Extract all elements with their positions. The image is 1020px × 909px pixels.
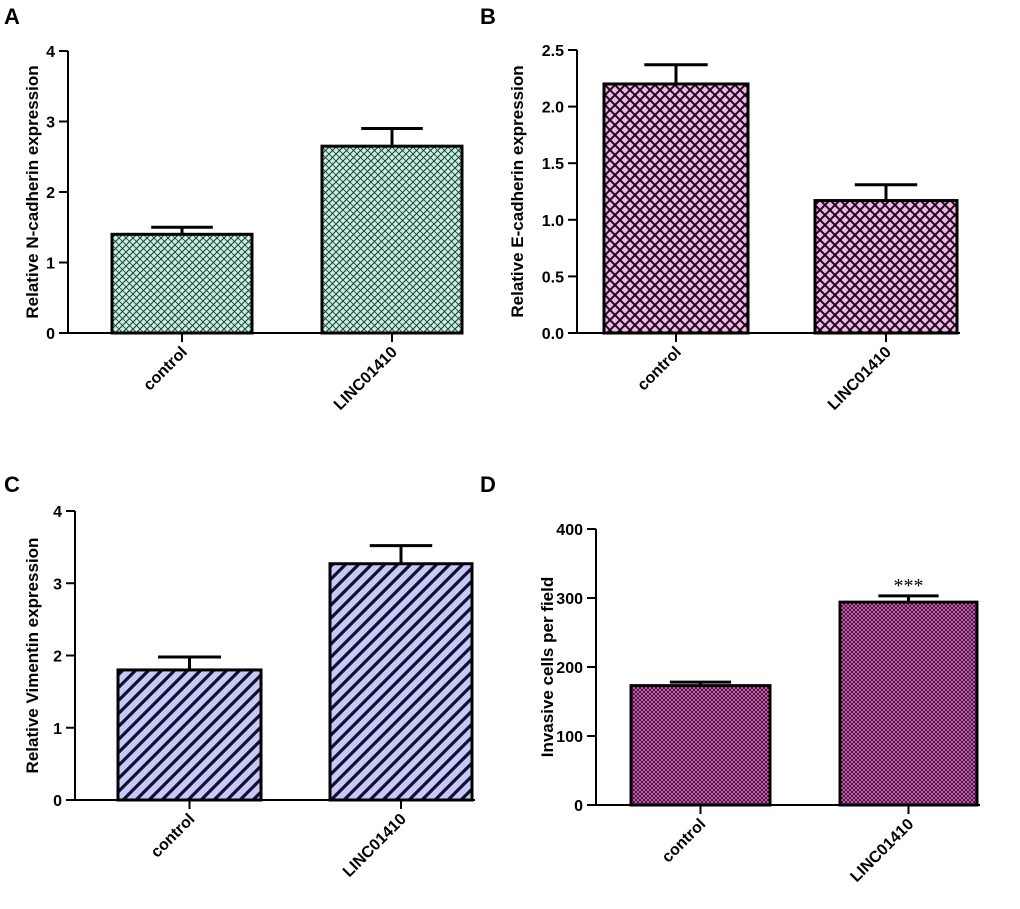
y-tick-label: 2.5 <box>542 43 564 60</box>
y-tick-label: 400 <box>556 522 583 539</box>
y-tick-label: 4 <box>53 504 62 521</box>
y-tick-label: 100 <box>556 729 583 746</box>
category-label: control <box>140 344 190 394</box>
category-label: control <box>659 816 709 866</box>
y-tick-label: 0 <box>574 798 583 815</box>
category-label: LINC01410 <box>825 344 895 414</box>
category-label: LINC01410 <box>331 344 401 414</box>
category-label: control <box>148 811 198 861</box>
y-axis-title: Invasive cells per field <box>538 577 557 757</box>
panel-label-b: B <box>480 4 496 29</box>
bar-linc01410 <box>838 600 979 807</box>
y-tick-label: 0.5 <box>542 269 564 286</box>
bar-linc01410 <box>320 144 464 335</box>
category-label: control <box>634 344 684 394</box>
bar-linc01410 <box>813 199 959 335</box>
y-tick-label: 1 <box>46 256 55 273</box>
category-label: LINC01410 <box>847 816 917 886</box>
y-tick-label: 3 <box>53 576 62 593</box>
y-tick-label: 1.5 <box>542 156 564 173</box>
category-label: LINC01410 <box>340 811 410 881</box>
y-axis-title: Relative E-cadherin expression <box>508 65 527 317</box>
y-tick-label: 0 <box>46 326 55 343</box>
y-axis-title: Relative N-cadherin expression <box>23 65 42 318</box>
y-tick-label: 0.0 <box>542 326 564 343</box>
y-tick-label: 4 <box>46 44 55 61</box>
y-tick-label: 2.0 <box>542 100 564 117</box>
bar-control <box>629 684 772 807</box>
significance-label: *** <box>894 575 924 597</box>
y-axis-title: Relative Vimentin expression <box>23 538 42 774</box>
y-tick-label: 3 <box>46 115 55 132</box>
panel-label-a: A <box>4 4 20 29</box>
panel-b: B 0.0 0.5 1.0 1.5 2.0 2.5 Relative E-cadherin e… <box>480 4 960 414</box>
y-tick-label: 2 <box>53 649 62 666</box>
bar-control <box>602 82 750 335</box>
y-tick-label: 200 <box>556 660 583 677</box>
y-tick-label: 1 <box>53 721 62 738</box>
bar-control <box>116 668 263 802</box>
y-tick-label: 1.0 <box>542 213 564 230</box>
bar-control <box>110 232 254 335</box>
y-tick-label: 2 <box>46 185 55 202</box>
panel-label-d: D <box>480 472 496 497</box>
panel-d: D 0 100 200 300 400 Invasive cells per field co… <box>480 472 980 886</box>
y-tick-label: 300 <box>556 591 583 608</box>
panel-c: C 0 1 2 3 4 Relative Vimentin expression contro… <box>4 472 475 881</box>
panel-label-c: C <box>4 472 20 497</box>
y-tick-label: 0 <box>53 793 62 810</box>
bar-linc01410 <box>328 562 474 802</box>
